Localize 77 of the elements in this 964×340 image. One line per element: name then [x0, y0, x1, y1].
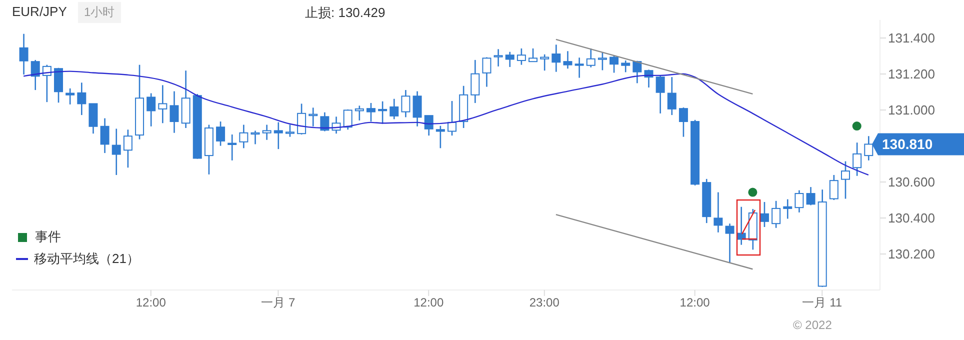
y-tick-label: 130.400 [888, 210, 935, 226]
candlestick [656, 74, 665, 114]
candlestick [239, 124, 248, 149]
candlestick [516, 48, 526, 66]
candlestick [100, 118, 110, 154]
candlestick [574, 56, 584, 78]
candlestick [30, 59, 40, 91]
candlestick [621, 60, 630, 73]
candlestick [285, 124, 294, 138]
candlestick [66, 88, 75, 106]
candlestick [354, 105, 364, 122]
chart-subtitle: 1小时 [78, 2, 121, 23]
candlestick [343, 108, 352, 130]
text: © 2022 [793, 318, 832, 332]
x-tick-label: 一月 11 [802, 296, 842, 310]
candlestick [563, 50, 572, 70]
candlestick [436, 125, 445, 149]
y-tick-label: 131.400 [888, 30, 935, 46]
candlestick [667, 76, 676, 116]
x-tick-label: 12:00 [414, 296, 444, 310]
candlestick [146, 92, 156, 128]
candlestick [158, 84, 168, 124]
candlestick [262, 124, 272, 141]
candlestick [77, 82, 86, 116]
candlestick [482, 56, 492, 88]
text: 止损: 130.429 [305, 4, 386, 22]
y-tick-label: 131.000 [888, 102, 935, 118]
candlestick [552, 44, 561, 72]
x-tick-label: 一月 7 [261, 296, 296, 310]
candlestick [806, 186, 816, 206]
x-tick-label: 12:00 [136, 296, 166, 310]
candlestick [494, 48, 503, 68]
candlestick [505, 51, 514, 68]
candlestick [228, 134, 237, 162]
candlestick [424, 114, 434, 136]
candlestick [216, 120, 226, 146]
legend-label: 移动平均线（21） [34, 250, 140, 268]
y-tick-label: 131.200 [888, 66, 935, 82]
y-tick-label: 130.600 [888, 174, 935, 190]
candlestick [19, 33, 28, 76]
x-tick-label: 23:00 [529, 296, 560, 310]
candlestick [540, 54, 550, 72]
candlestick [829, 174, 838, 201]
candlestick [678, 106, 688, 138]
candlestick [378, 100, 388, 125]
candlestick [528, 48, 538, 62]
candlestick [725, 222, 734, 264]
candlestick [598, 52, 607, 71]
candlestick [250, 130, 260, 145]
candlestick [274, 122, 283, 150]
y-tick-label: 130.200 [888, 246, 935, 262]
chart-title: EUR/JPY [12, 4, 67, 19]
candlestick [308, 107, 318, 128]
legend-label: 事件 [35, 228, 61, 246]
candlestick [401, 89, 410, 118]
candlestick [470, 59, 480, 104]
candlestick [586, 48, 596, 68]
candlestick [54, 67, 64, 104]
candlestick [320, 112, 330, 132]
candlestick [123, 128, 132, 168]
candlestick [772, 200, 781, 229]
candlestick [840, 160, 850, 200]
candlestick [852, 142, 862, 177]
candlestick [297, 103, 306, 136]
candlestick [170, 90, 179, 134]
candlestick [366, 102, 376, 122]
candlestick [412, 90, 422, 128]
candlestick [610, 55, 619, 74]
candlestick [112, 128, 121, 176]
candlestick [794, 190, 804, 214]
x-tick-label: 12:00 [680, 296, 710, 310]
candlestick [390, 98, 399, 120]
candlestick [88, 103, 98, 134]
candlestick [783, 198, 792, 220]
text: 130.810 [882, 136, 933, 152]
candlestick [760, 201, 769, 228]
candlestick [714, 192, 723, 234]
